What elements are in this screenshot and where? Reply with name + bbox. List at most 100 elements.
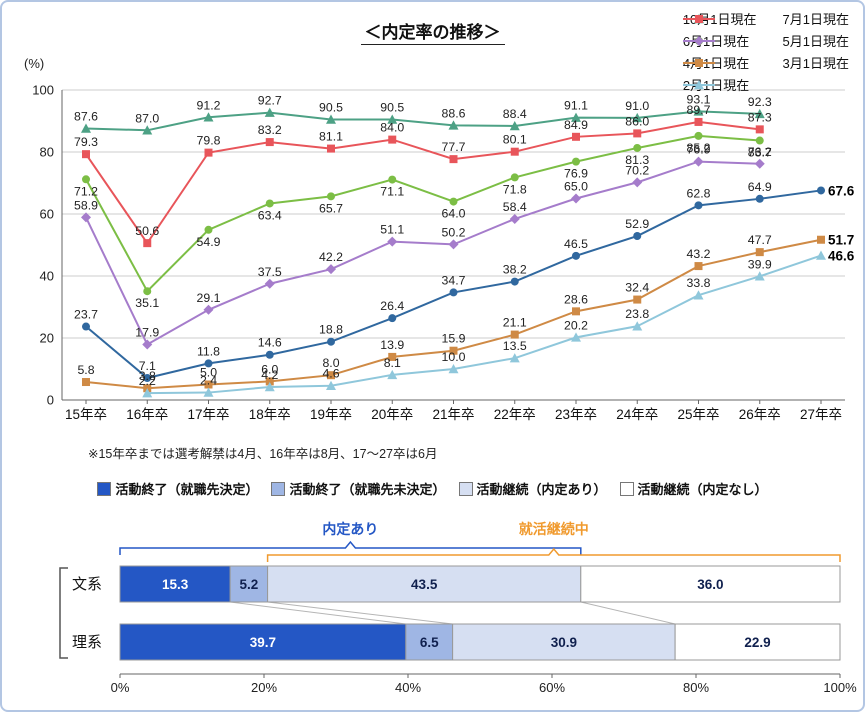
data-label: 79.8 [197,134,221,148]
data-point-marker [82,175,90,184]
series-line [85,110,760,132]
data-point-marker [82,322,90,331]
bar-legend-label: 活動終了（就職先決定） [115,482,259,497]
data-label: 58.9 [74,198,98,212]
line-chart-legend: 10月1日現在 7月1日現在 6月1日現在 5月1日現在 4月1日現在 3月1日現在 2月1… [682,9,849,94]
data-point-marker [694,58,703,67]
data-label: 80.1 [503,133,527,147]
data-label: 87.6 [74,109,98,123]
bar-value-label: 30.9 [551,635,577,650]
data-label: 26.4 [380,299,404,313]
y-axis-unit-label: (%) [24,56,44,71]
data-point-marker [817,186,825,195]
row-label: 理系 [72,634,102,651]
data-label: 50.2 [442,225,466,239]
data-label: 43.2 [687,247,711,261]
bar-value-label: 36.0 [697,577,723,592]
data-point-marker [572,157,580,166]
data-label: 20.2 [564,318,588,332]
data-label: 35.1 [135,296,159,310]
bar-value-label: 15.3 [162,577,189,592]
data-point-marker [510,330,519,339]
data-label: 4.6 [322,367,339,381]
bar-value-label: 6.5 [420,635,439,650]
bar-segment [267,565,582,603]
data-label: 88.6 [442,106,466,120]
data-point-marker [755,136,764,145]
data-label: 87.3 [748,110,772,124]
bar-chart-legend: 活動終了（就職先決定） 活動終了（就職先未決定） 活動継続（内定あり） 活動継続（内定… [2,479,863,498]
data-point-marker [816,250,826,260]
data-point-marker [82,378,90,387]
data-point-marker [572,251,580,260]
legend-label: 3月1日現在 [782,56,849,71]
data-label: 62.8 [687,186,711,200]
data-label: 15.9 [442,332,466,346]
series-line [85,120,760,245]
chart-title-text: ＜内定率の推移＞ [360,23,505,45]
chart-title: ＜内定率の推移＞ [2,18,863,45]
data-point-marker [326,114,336,124]
data-label: 23.7 [74,308,98,322]
data-label: 32.4 [625,281,649,295]
data-point-marker [632,177,643,188]
category-label: 26年卒 [739,407,781,422]
legend-marker-icon [682,35,715,46]
legend-label: 7月1日現在 [782,12,849,27]
data-label: 8.0 [322,356,339,370]
data-label: 85.2 [687,141,711,155]
data-point-marker [509,353,520,363]
legend-item: 7月1日現在 [682,9,849,28]
data-point-marker [693,35,704,46]
bar-legend-item: 活動終了（就職先決定） [97,479,258,498]
data-point-marker [693,79,704,89]
data-label: 11.8 [197,344,220,358]
data-point-marker [754,108,765,119]
annotation-bracket [266,547,841,562]
data-point-marker [754,271,765,281]
data-label: 34.7 [442,273,466,287]
data-point-marker [81,123,91,133]
data-point-marker [327,371,335,380]
connector-line [230,601,406,625]
data-label: 84.0 [380,121,404,135]
series-line [147,254,822,395]
data-point-marker [693,290,704,300]
data-label: 76.9 [564,167,588,181]
data-point-marker [204,225,213,234]
bar-value-label: 22.9 [744,635,770,650]
data-label: 65.0 [564,180,588,194]
data-point-marker [448,364,459,374]
data-point-marker [387,114,398,124]
data-point-marker [633,143,642,152]
data-point-marker [264,278,275,289]
data-point-marker [755,125,764,134]
data-label: 28.6 [564,292,588,306]
data-label: 7.1 [139,359,156,373]
data-point-marker [572,307,580,316]
data-point-marker [571,332,581,342]
legend-item: 2月1日現在 [682,75,757,94]
data-point-marker [754,158,765,169]
data-label: 2.2 [139,374,156,388]
y-tick-label: 20 [40,331,54,346]
y-tick-label: 40 [40,269,54,284]
data-label: 76.2 [748,145,772,159]
category-label: 15年卒 [65,407,107,422]
data-point-marker [203,387,214,397]
data-point-marker [632,112,643,123]
series-line [85,134,760,293]
bar-segment [674,623,841,661]
data-point-marker [204,359,213,368]
data-point-marker [509,213,520,224]
data-label: 38.2 [503,263,527,277]
data-point-marker [755,248,764,257]
data-label: 91.2 [197,98,221,112]
bar-segment [452,623,676,661]
data-label: 5.8 [77,363,94,377]
bar-value-label: 43.5 [411,577,438,592]
data-label: 87.0 [135,111,159,125]
annotation-bracket [119,540,582,555]
data-label: 89.7 [687,103,711,117]
